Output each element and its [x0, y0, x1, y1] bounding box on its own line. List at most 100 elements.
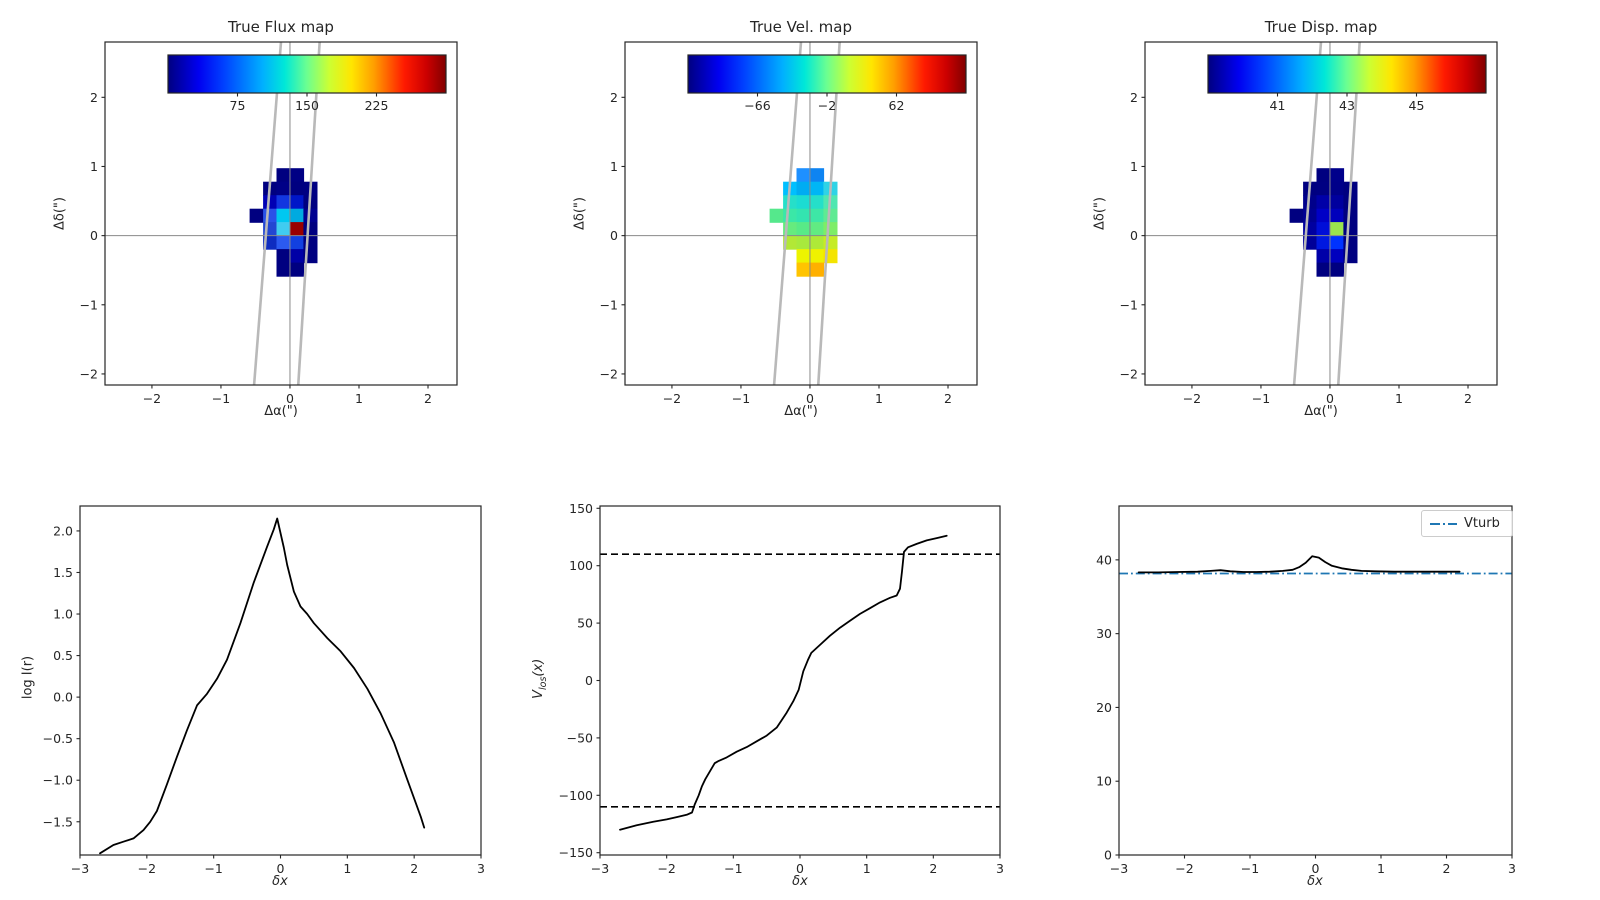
y-tick-label: 2.0	[53, 523, 73, 538]
flux-profile-plot-area	[80, 506, 481, 855]
colorbar-tick-label: 45	[1409, 98, 1425, 113]
colorbar-tick-label: 75	[230, 98, 246, 113]
x-tick-label: 1	[1377, 861, 1385, 876]
vturb-legend-line-icon	[1430, 522, 1457, 525]
heatmap-cell	[1330, 195, 1345, 210]
colorbar-tick-label: 150	[295, 98, 319, 113]
heatmap-cell	[276, 222, 291, 237]
y-tick-label: −1	[600, 297, 618, 312]
heatmap-cell	[1343, 235, 1358, 250]
colorbar-bar	[1207, 54, 1487, 94]
colorbar-tick-label: 225	[365, 98, 389, 113]
y-tick-label: −150	[559, 845, 593, 860]
heatmap-cell	[783, 195, 798, 210]
heatmap-cell	[810, 222, 825, 237]
colorbar-tick-label: 43	[1339, 98, 1355, 113]
heatmap-cell	[263, 195, 278, 210]
colorbar-bar	[167, 54, 447, 94]
heatmap-cell	[1316, 262, 1331, 277]
heatmap-cell	[303, 208, 318, 223]
y-tick-label: 2	[90, 90, 98, 105]
x-tick-label: 1	[875, 391, 883, 406]
x-tick-label: −3	[1110, 861, 1128, 876]
disp-profile-x-axis-ticks: −3 −2 −1 0 1 2 3	[1110, 855, 1516, 876]
x-tick-label: 2	[929, 861, 937, 876]
heatmap-cell	[796, 195, 811, 210]
disp-map-guide-lines	[1145, 41, 1497, 386]
disp-map-x-axis-ticks: −2 −1 0 1 2	[1183, 385, 1472, 406]
x-tick-label: −2	[1175, 861, 1193, 876]
y-tick-label: 0	[610, 228, 618, 243]
heatmap-cell	[1330, 235, 1345, 250]
flux-profile-x-axis-ticks: −3 −2 −1 0 1 2 3	[71, 855, 485, 876]
x-tick-label: 0	[1326, 391, 1334, 406]
x-tick-label: −3	[591, 861, 609, 876]
heatmap-cell	[810, 181, 825, 196]
heatmap-cell	[1330, 208, 1345, 223]
x-tick-label: 0	[806, 391, 814, 406]
x-tick-label: 1	[863, 861, 871, 876]
heatmap-cell	[303, 235, 318, 250]
x-tick-label: 3	[996, 861, 1004, 876]
disp-map-title: True Disp. map	[1264, 18, 1378, 36]
heatmap-cell	[276, 195, 291, 210]
y-tick-label: 2	[610, 90, 618, 105]
heatmap-cell	[796, 262, 811, 277]
colorbar-tick-label: −2	[818, 98, 836, 113]
vlos-label-rest: (x)	[531, 658, 547, 677]
heatmap-cell	[290, 181, 305, 196]
x-tick-label: 2	[410, 861, 418, 876]
colorbar-bar	[687, 54, 967, 94]
heatmap-cell	[796, 168, 811, 183]
heatmap-cell	[1289, 208, 1304, 223]
x-tick-label: 1	[1395, 391, 1403, 406]
flux-map-title: True Flux map	[228, 18, 334, 36]
y-tick-label: 0.0	[53, 690, 73, 705]
y-tick-label: 100	[569, 558, 593, 573]
heatmap-cell	[1343, 208, 1358, 223]
slit-line	[1292, 41, 1323, 386]
slit-line	[296, 41, 321, 386]
disp-profile-plot-area	[1119, 506, 1512, 855]
heatmap-cell	[810, 249, 825, 264]
y-tick-label: 0	[90, 228, 98, 243]
y-tick-label: 10	[1096, 774, 1112, 789]
flux-profile-xlabel: δx	[272, 874, 288, 889]
disp-map-ylabel: Δδ(")	[1092, 197, 1108, 230]
heatmap-cell	[249, 208, 264, 223]
heatmap-cell	[290, 208, 305, 223]
log-intensity-profile-curve	[99, 517, 426, 855]
x-tick-label: −2	[657, 861, 675, 876]
y-tick-label: 1	[1130, 159, 1138, 174]
heatmap-cell	[823, 222, 838, 237]
vel-map-guide-lines	[625, 41, 977, 386]
y-tick-label: 1	[610, 159, 618, 174]
heatmap-cell	[1316, 208, 1331, 223]
y-tick-label: 1.0	[53, 607, 73, 622]
vlos-label-v: V	[531, 689, 547, 699]
heatmap-cell	[796, 249, 811, 264]
y-tick-label: −2	[600, 366, 618, 381]
x-tick-label: 2	[944, 391, 952, 406]
heatmap-cell	[276, 168, 291, 183]
y-tick-label: −1	[80, 297, 98, 312]
flux-profile-ylabel: log I(r)	[20, 655, 36, 700]
flux-map-y-axis-ticks: 2 1 0 −1 −2	[80, 90, 105, 381]
vlos-profile-ylabel: Vlos(x)	[531, 579, 549, 779]
heatmap-cell	[276, 208, 291, 223]
disp-map-heatmap-cells	[1289, 168, 1358, 277]
y-tick-label: 0.5	[53, 648, 73, 663]
heatmap-cell	[810, 168, 825, 183]
heatmap-cell	[810, 208, 825, 223]
flux-map-canvas: 75 150 225 −2 −1 0 1 2 2 1 0 −1 −2	[80, 41, 458, 406]
x-tick-label: 0	[1312, 861, 1320, 876]
heatmap-cell	[796, 235, 811, 250]
vlos-label-sub: los	[537, 676, 549, 690]
x-tick-label: −1	[1252, 391, 1270, 406]
disp-profile-xlabel: δx	[1307, 874, 1323, 889]
x-tick-label: −1	[204, 861, 222, 876]
y-tick-label: 1.5	[53, 565, 73, 580]
vel-map-y-axis-ticks: 2 1 0 −1 −2	[600, 90, 625, 381]
y-tick-label: −1	[1120, 297, 1138, 312]
heatmap-cell	[1330, 262, 1345, 277]
